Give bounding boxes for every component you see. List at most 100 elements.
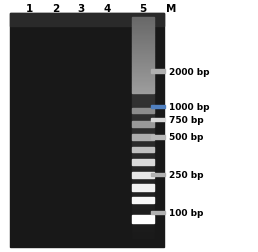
Bar (132, 45, 154, 46)
Text: 3: 3 (78, 4, 85, 14)
Bar (132, 52, 154, 53)
Bar (132, 165, 154, 167)
Bar (132, 203, 154, 204)
Bar (132, 229, 154, 230)
Bar (132, 124, 154, 126)
Bar (151, 211, 165, 215)
Bar (132, 141, 154, 142)
Bar (132, 179, 154, 180)
Bar (132, 118, 154, 119)
Bar (132, 131, 154, 132)
Bar (132, 82, 154, 83)
Bar (132, 153, 154, 154)
Bar (132, 184, 154, 185)
Bar (132, 29, 154, 30)
Bar (132, 185, 154, 186)
Bar (132, 36, 154, 38)
Bar (132, 114, 154, 115)
Bar (132, 66, 154, 67)
Bar (132, 195, 154, 196)
Bar (132, 105, 154, 106)
Bar (132, 32, 154, 33)
Bar (132, 211, 154, 212)
Bar (132, 224, 154, 225)
Bar (132, 138, 154, 139)
Bar (132, 64, 154, 65)
Text: M: M (166, 4, 177, 14)
Bar (132, 164, 154, 165)
Bar (132, 156, 154, 158)
Bar (132, 122, 154, 128)
Bar (132, 128, 154, 129)
Bar (151, 105, 165, 109)
Bar (132, 167, 154, 168)
Bar (132, 204, 154, 205)
Bar (132, 33, 154, 34)
Bar (132, 54, 154, 55)
Bar (132, 151, 154, 152)
Bar (132, 219, 154, 220)
Bar (132, 202, 154, 203)
Bar (132, 111, 154, 112)
Bar (132, 109, 154, 110)
Bar (132, 217, 154, 218)
Bar (132, 215, 154, 216)
Bar (132, 31, 154, 32)
Bar (132, 184, 154, 191)
Bar (132, 150, 154, 151)
Bar (132, 135, 154, 140)
Bar (132, 106, 154, 107)
Bar (132, 132, 154, 133)
Bar (132, 71, 154, 72)
Bar (132, 182, 154, 183)
Bar (132, 160, 154, 166)
Bar (132, 84, 154, 85)
Bar (132, 25, 154, 26)
Bar (10, 14, 164, 26)
Bar (132, 99, 154, 100)
Bar (132, 129, 154, 130)
Bar (132, 171, 154, 172)
Bar (132, 193, 154, 194)
Bar (132, 169, 154, 170)
Bar (132, 50, 154, 51)
Bar (132, 188, 154, 190)
Bar (132, 183, 154, 184)
Bar (132, 21, 154, 22)
Bar (132, 143, 154, 144)
Bar (132, 174, 154, 175)
Bar (132, 73, 154, 74)
Bar (132, 191, 154, 192)
Bar (132, 70, 154, 71)
Bar (132, 177, 154, 179)
Bar (132, 126, 154, 127)
Bar (132, 91, 154, 92)
Bar (132, 108, 154, 114)
Bar (132, 228, 154, 229)
Bar (132, 62, 154, 63)
Bar (132, 144, 154, 146)
Bar (132, 181, 154, 182)
Bar (132, 216, 154, 217)
Bar (132, 226, 154, 227)
Bar (132, 26, 154, 27)
Bar (132, 139, 154, 140)
Bar (132, 67, 154, 68)
Bar (132, 110, 154, 111)
Bar (132, 102, 154, 103)
Bar (132, 232, 154, 233)
Bar (132, 123, 154, 124)
Bar (132, 136, 154, 137)
Bar (132, 197, 154, 199)
Bar (132, 108, 154, 109)
Bar (132, 34, 154, 35)
Bar (132, 170, 154, 171)
Bar (132, 209, 154, 211)
Bar (132, 172, 154, 173)
Text: 750 bp: 750 bp (169, 115, 204, 124)
Bar (132, 59, 154, 61)
Bar (132, 112, 154, 114)
Text: 100 bp: 100 bp (169, 208, 203, 217)
Bar (132, 223, 154, 224)
Bar (132, 149, 154, 150)
